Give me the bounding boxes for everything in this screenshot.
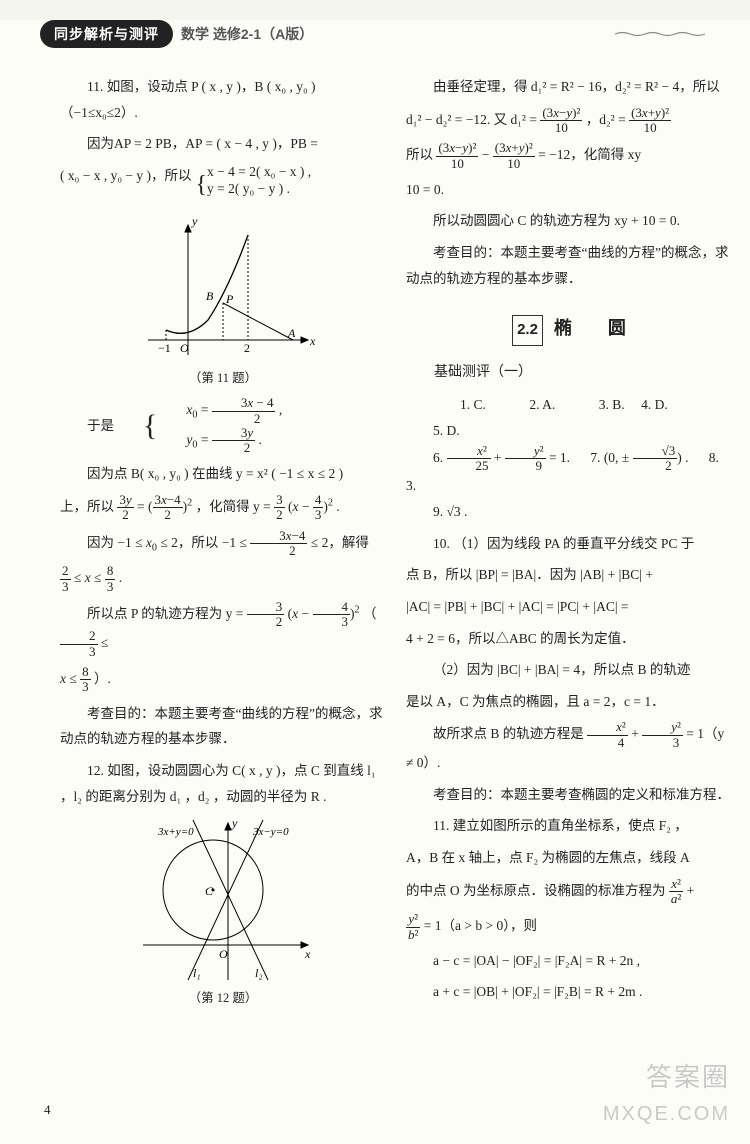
section-title: 椭 圆 bbox=[554, 318, 626, 338]
q11-oncurve: 因为点 B( x₀ , y₀ ) 在曲线 y = x² ( −1 ≤ x ≤ 2… bbox=[60, 461, 386, 487]
svg-text:l₁: l₁ bbox=[193, 966, 201, 980]
section-number-box: 2.2 bbox=[512, 315, 543, 346]
q11-range2: 23 ≤ x ≤ 83 . bbox=[60, 564, 386, 594]
watermark-brand: 答案圈 bbox=[646, 1057, 730, 1094]
section-2-2-heading: 2.2 椭 圆 bbox=[406, 311, 732, 346]
svg-text:2: 2 bbox=[244, 341, 250, 355]
r11-5: a − c = |OA| − |OF₂| = |F₂A| = R + 2n , bbox=[406, 948, 732, 974]
svg-text:3x+y=0: 3x+y=0 bbox=[157, 826, 194, 838]
answers-1-4: 1. C. 2. A. 3. B. 4. D. bbox=[406, 392, 732, 418]
header-subtitle: 数学 选修2-1（A版） bbox=[181, 24, 313, 44]
q11-line2: 因为AP = 2 PB，AP = ( x − 4 , y )，PB = bbox=[60, 131, 386, 157]
left-column: 11. 如图，设动点 P ( x , y )，B ( x₀ , y₀ )（−1≤… bbox=[60, 68, 386, 1015]
svg-text:y: y bbox=[191, 215, 198, 228]
answer-5: 5. D. bbox=[406, 418, 732, 444]
q11-kao: 考查目的：本题主要考查“曲线的方程”的概念，求动点的轨迹方程的基本步骤． bbox=[60, 701, 386, 752]
r11-3: 的中点 O 为坐标原点．设椭圆的标准方程为 x²a² + bbox=[406, 877, 732, 907]
r-kao: 考查目的：本题主要考查“曲线的方程”的概念，求动点的轨迹方程的基本步骤． bbox=[406, 240, 732, 291]
svg-text:O: O bbox=[219, 947, 228, 961]
r10-4: 4 + 2 = 6，所以△ABC 的周长为定值． bbox=[406, 626, 732, 652]
svg-text:A: A bbox=[287, 326, 296, 340]
r5: 所以动圆圆心 C 的轨迹方程为 xy + 10 = 0. bbox=[406, 208, 732, 234]
r10-7: 故所求点 B 的轨迹方程是 x²4 + y²3 = 1（y ≠ 0）. bbox=[406, 720, 732, 775]
svg-text:−1: −1 bbox=[158, 341, 171, 355]
q11-final-cont: x ≤ 83 ）. bbox=[60, 665, 386, 695]
page-number: 4 bbox=[44, 1102, 51, 1118]
r2: d₁² − d₂² = −12. 又 d₁² = (3x−y)²10 ，d₂² … bbox=[406, 106, 732, 136]
svg-text:B: B bbox=[206, 289, 214, 303]
svg-text:l₂: l₂ bbox=[255, 966, 263, 980]
svg-text:3x−y=0: 3x−y=0 bbox=[252, 826, 289, 838]
group-heading: 基础测评（一） bbox=[406, 358, 732, 385]
svg-text:y: y bbox=[231, 816, 238, 830]
r11-2: A，B 在 x 轴上，点 F₂ 为椭圆的左焦点，线段 A bbox=[406, 845, 732, 871]
page-header: 同步解析与测评 数学 选修2-1（A版） bbox=[40, 20, 750, 48]
svg-text:x: x bbox=[309, 334, 316, 348]
q11-lead: 11. 如图，设动点 P ( x , y )，B ( x₀ , y₀ )（−1≤… bbox=[60, 74, 386, 125]
svg-text:x: x bbox=[304, 947, 311, 961]
figure-11: y x O −1 2 A B P （第 11 题） bbox=[60, 215, 386, 391]
q11-final: 所以点 P 的轨迹方程为 y = 32 (x − 43)2 （23 ≤ bbox=[60, 600, 386, 659]
r11-6: a + c = |OB| + |OF₂| = |F₂B| = R + 2m . bbox=[406, 979, 732, 1005]
figure-12-caption: （第 12 题） bbox=[60, 987, 386, 1011]
header-wave bbox=[600, 31, 720, 37]
right-column: 由垂径定理，得 d₁² = R² − 16，d₂² = R² − 4，所以 d₁… bbox=[406, 68, 732, 1015]
r11-4: y²b² = 1（a > b > 0），则 bbox=[406, 912, 732, 942]
r1: 由垂径定理，得 d₁² = R² − 16，d₂² = R² − 4，所以 bbox=[406, 74, 732, 100]
answers-6-8: 6. x²25 + y²9 = 1. 7. (0, ± √32) . 8. 3. bbox=[406, 444, 732, 499]
q11-oncurve2: 上，所以 3y2 = (3x−42)2 ，化简得 y = 32 (x − 43)… bbox=[60, 493, 386, 523]
r4: 10 = 0. bbox=[406, 177, 732, 203]
series-badge: 同步解析与测评 bbox=[40, 20, 173, 48]
figure-12: y x O C l₁ l₂ 3x+y=0 3x−y=0 （第 12 题） bbox=[60, 815, 386, 1011]
svg-text:P: P bbox=[225, 292, 234, 306]
r3: 所以 (3x−y)²10 − (3x+y)²10 = −12，化简得 xy bbox=[406, 141, 732, 171]
svg-text:O: O bbox=[180, 341, 189, 355]
r10-5: （2）因为 |BC| + |BA| = 4，所以点 B 的轨迹 bbox=[406, 657, 732, 683]
figure-11-caption: （第 11 题） bbox=[60, 367, 386, 391]
r10-1: 10. （1）因为线段 PA 的垂直平分线交 PC 于 bbox=[406, 531, 732, 557]
q11-range: 因为 −1 ≤ x0 ≤ 2，所以 −1 ≤ 3x−42 ≤ 2，解得 bbox=[60, 529, 386, 559]
q11-so: 于是 { x0 = 3x − 42 , y0 = 3y2 . bbox=[60, 396, 386, 455]
r10-kao: 考查目的：本题主要考查椭圆的定义和标准方程． bbox=[406, 782, 732, 808]
r10-3: |AC| = |PB| + |BC| + |AC| = |PC| + |AC| … bbox=[406, 594, 732, 620]
q12-lead: 12. 如图，设动圆圆心为 C( x , y )，点 C 到直线 l₁ ，l₂ … bbox=[60, 758, 386, 809]
r11-1: 11. 建立如图所示的直角坐标系，使点 F₂ ， bbox=[406, 813, 732, 839]
r10-6: 是以 A，C 为焦点的椭圆，且 a = 2，c = 1． bbox=[406, 689, 732, 715]
answer-9: 9. √3 . bbox=[406, 499, 732, 525]
q11-line3: ( x₀ − x , y₀ − y )，所以 { x − 4 = 2( x₀ −… bbox=[60, 163, 386, 209]
r10-2: 点 B，所以 |BP| = |BA|．因为 |AB| + |BC| + bbox=[406, 562, 732, 588]
two-column-body: 11. 如图，设动点 P ( x , y )，B ( x₀ , y₀ )（−1≤… bbox=[0, 58, 750, 1015]
watermark-url: MXQE.COM bbox=[603, 1103, 730, 1126]
